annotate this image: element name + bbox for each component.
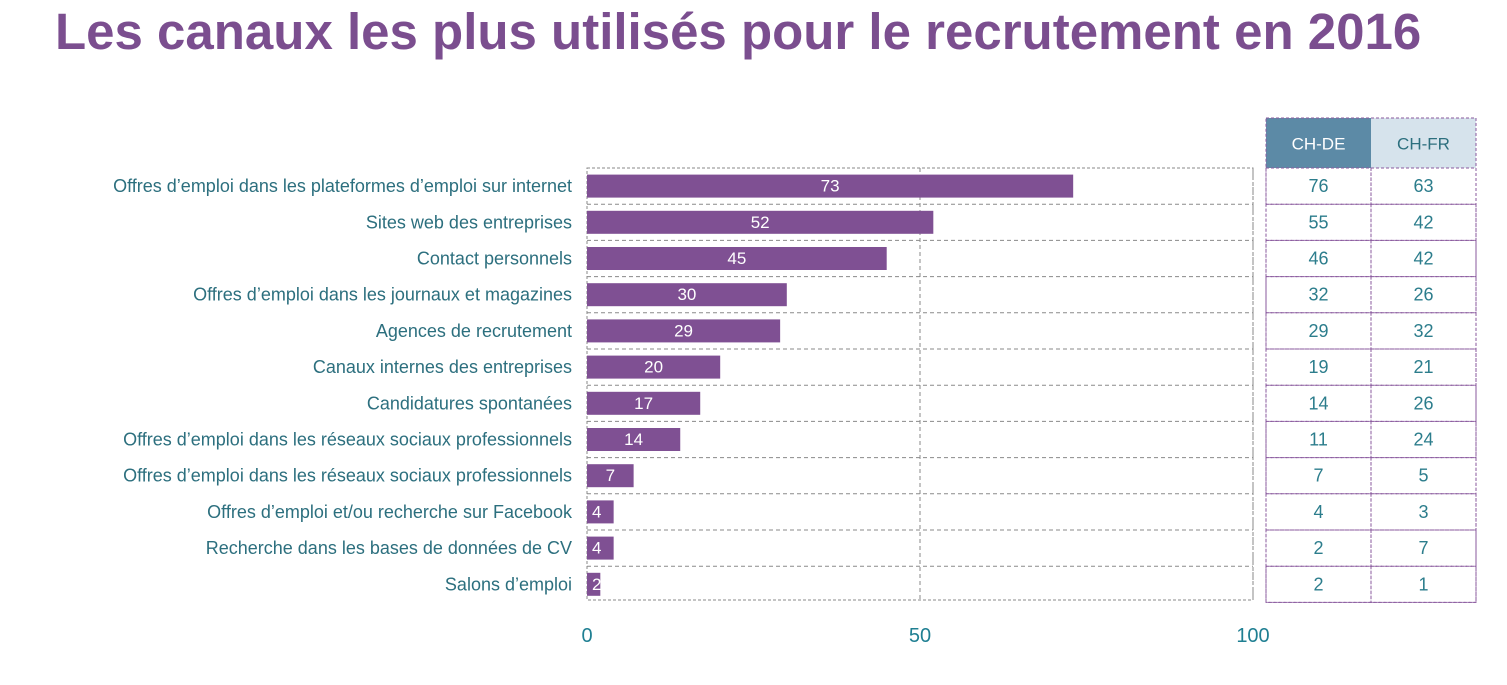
category-label: Offres d’emploi et/ou recherche sur Face…: [207, 502, 573, 522]
table-cell-value: 55: [1308, 212, 1328, 232]
category-label: Contact personnels: [417, 249, 572, 269]
category-label: Agences de recrutement: [376, 321, 572, 341]
bar-value-label: 30: [677, 285, 696, 304]
table-cell-value: 63: [1413, 176, 1433, 196]
table-cell-value: 7: [1418, 538, 1428, 558]
table-cell-value: 3: [1418, 502, 1428, 522]
x-tick-label: 50: [909, 625, 931, 647]
bar-value-label: 7: [606, 466, 615, 485]
x-tick-label: 100: [1236, 625, 1269, 647]
table-cell-value: 2: [1313, 574, 1323, 594]
table-cell: [1265, 384, 1372, 422]
table-cell-value: 1: [1418, 574, 1428, 594]
table-header-label: CH-DE: [1292, 135, 1346, 154]
bar-value-label: 2: [592, 575, 601, 594]
category-label: Offres d’emploi dans les réseaux sociaux…: [123, 430, 572, 450]
bar: [587, 247, 887, 270]
category-label: Offres d’emploi dans les journaux et mag…: [193, 285, 572, 305]
table-cell: [1370, 457, 1477, 495]
table-cell-value: 14: [1308, 393, 1328, 413]
table-cell-value: 4: [1313, 502, 1323, 522]
table-cell: [1370, 167, 1477, 205]
table-cell-value: 21: [1413, 357, 1433, 377]
table-header-cell: [1371, 118, 1476, 168]
table-header-cell: [1266, 118, 1371, 168]
table-cell-value: 5: [1418, 466, 1428, 486]
bar: [587, 355, 721, 379]
category-label: Recherche dans les bases de données de C…: [206, 538, 572, 558]
table-cell: [1370, 203, 1477, 241]
bar-value-label: 20: [644, 358, 663, 377]
table-cell: [1370, 420, 1477, 459]
bar: [587, 536, 614, 560]
category-label: Offres d’emploi dans les réseaux sociaux…: [123, 466, 572, 486]
bar-value-label: 14: [624, 430, 643, 449]
bar-value-label: 29: [674, 321, 693, 340]
table-header-label: CH-FR: [1397, 135, 1450, 154]
bar-value-label: 4: [592, 502, 601, 521]
bar-value-label: 52: [751, 213, 770, 232]
table-cell: [1265, 565, 1372, 603]
bar: [587, 500, 614, 524]
x-tick-label: 0: [581, 625, 592, 647]
table-cell: [1370, 384, 1477, 422]
table-cell-value: 42: [1413, 249, 1433, 269]
bar: [587, 174, 1074, 198]
bar: [587, 283, 787, 307]
table-cell: [1265, 420, 1372, 459]
table-cell-value: 7: [1313, 466, 1323, 486]
table-cell: [1370, 239, 1477, 278]
table-cell-value: 19: [1308, 357, 1328, 377]
bar: [587, 572, 601, 596]
bar: [587, 210, 934, 234]
bar: [587, 428, 681, 451]
x-axis-ticks: 0 50 100: [581, 625, 1269, 647]
table-cell-value: 26: [1413, 393, 1433, 413]
table-cell-value: 46: [1308, 249, 1328, 269]
bar-value-label: 73: [821, 177, 840, 196]
table-cell: [1265, 493, 1372, 531]
grid-layer: [586, 167, 1254, 601]
category-label: Candidatures spontanées: [367, 393, 572, 413]
table-cell: [1265, 348, 1372, 386]
table-cell: [1370, 312, 1477, 350]
category-label: Sites web des entreprises: [366, 212, 572, 232]
table-cell-value: 32: [1308, 285, 1328, 305]
table-cell: [1265, 239, 1372, 278]
table-cell: [1265, 457, 1372, 495]
table-cell: [1265, 167, 1372, 205]
table-cell: [1265, 529, 1372, 567]
bar: [587, 464, 634, 488]
bar: [587, 319, 781, 343]
table-cell-value: 11: [1309, 430, 1328, 450]
table-cell: [1370, 348, 1477, 386]
table-cell-value: 24: [1413, 430, 1433, 450]
table-frame: [1265, 117, 1477, 603]
page-title: Les canaux les plus utilisés pour le rec…: [55, 3, 1422, 60]
category-label: Canaux internes des entreprises: [313, 357, 572, 377]
table-cell: [1370, 529, 1477, 567]
table-cell: [1265, 276, 1372, 314]
table-cell: [1265, 312, 1372, 350]
table-cell: [1370, 493, 1477, 531]
table-cell: [1370, 276, 1477, 314]
table-cell: [1265, 203, 1372, 241]
table-cell-value: 76: [1308, 176, 1328, 196]
bar: [587, 391, 701, 415]
category-label: Salons d’emploi: [445, 574, 572, 594]
table-cell: [1370, 565, 1477, 603]
table-cell-value: 42: [1413, 212, 1433, 232]
category-label: Offres d’emploi dans les plateformes d’e…: [113, 176, 572, 196]
table-cell-value: 29: [1308, 321, 1328, 341]
table-cell-value: 26: [1413, 285, 1433, 305]
table-cell-value: 2: [1313, 538, 1323, 558]
bar-value-label: 45: [727, 249, 746, 268]
table-cell-value: 32: [1413, 321, 1433, 341]
bar-value-label: 4: [592, 539, 601, 558]
bar-value-label: 17: [634, 394, 653, 413]
category-labels: Offres d’emploi dans les plateformes d’e…: [113, 176, 573, 594]
